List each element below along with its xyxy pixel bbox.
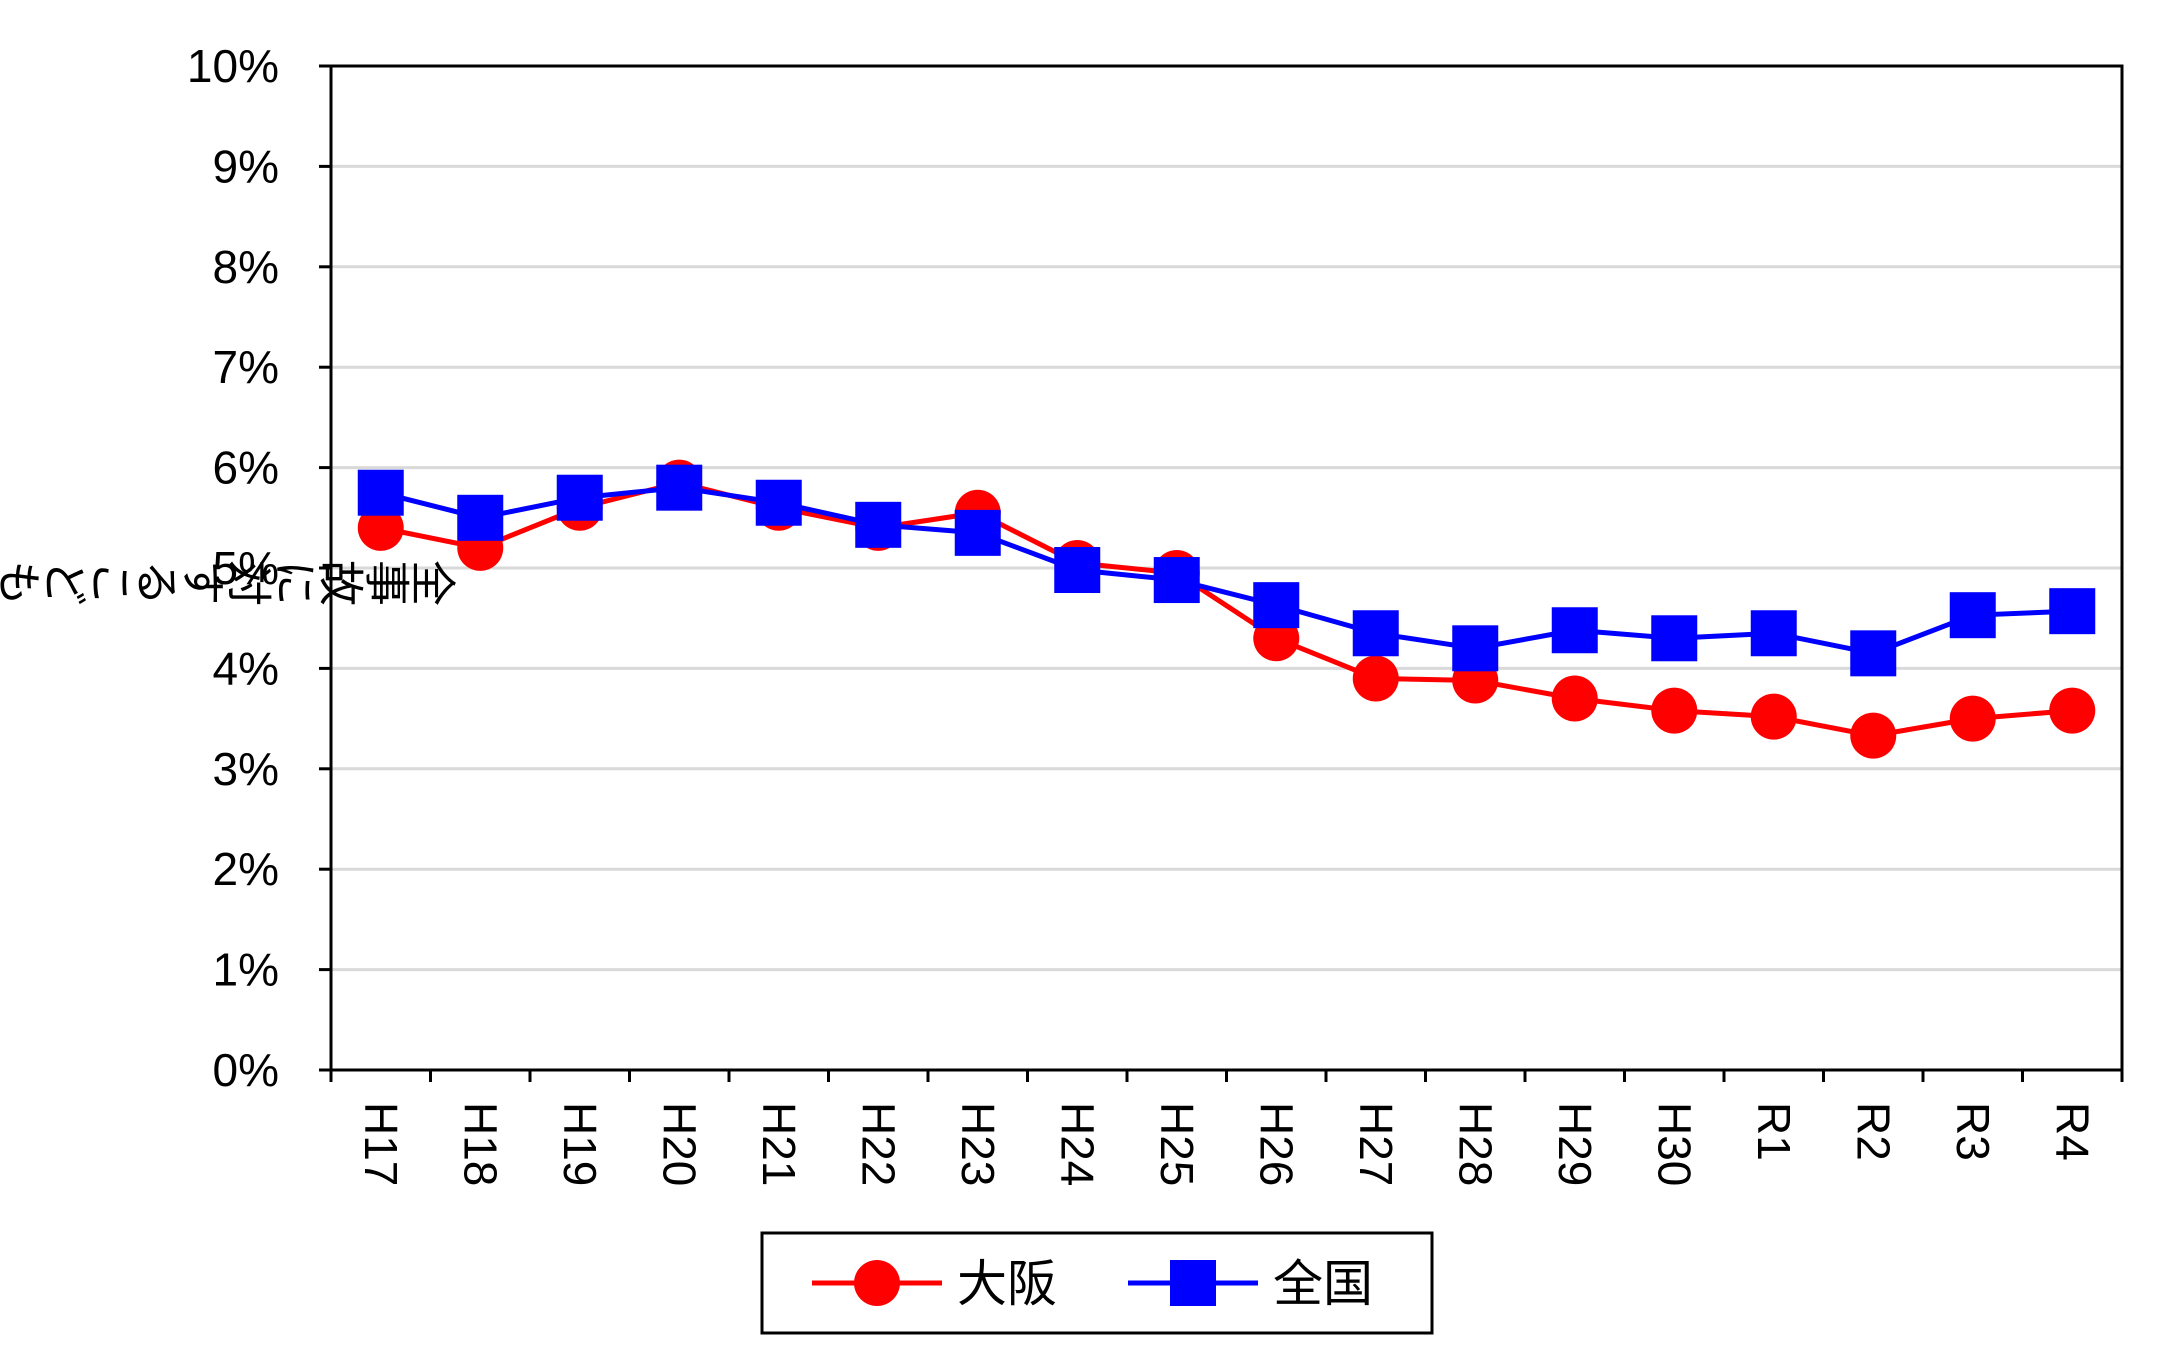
x-tick-label: H26 [1250,1102,1302,1186]
y-tick-label: 4% [213,642,279,694]
x-axis: H17 H18 H19 H20 H21 H22 H23 H24 H25 H26 H27 H28 H29 H… [329,1070,2124,1186]
x-tick-label: H28 [1449,1102,1501,1186]
y-tick-label: 0% [213,1044,279,1096]
data-point [1651,687,1698,734]
x-tick-label: H20 [653,1102,705,1186]
data-point [1551,607,1598,654]
gridlines [331,164,2122,972]
data-point [2049,588,2096,635]
data-point [1253,582,1300,629]
data-point [1054,547,1101,594]
data-point [1352,610,1399,657]
x-tick-label: H30 [1648,1102,1700,1186]
y-tick-label: 3% [213,743,279,795]
x-tick-label: R1 [1748,1102,1800,1161]
data-point [1153,557,1200,604]
y-tick-label: 1% [213,944,279,996]
data-point [357,469,404,516]
x-tick-label: R3 [1947,1102,1999,1161]
data-point [1551,675,1598,722]
x-tick-label: H22 [852,1102,904,1186]
data-point [556,474,603,521]
data-point [855,501,902,548]
x-tick-label: H21 [753,1102,805,1186]
x-tick-label: H18 [454,1102,506,1186]
data-point [1850,712,1897,759]
data-point [1651,615,1698,662]
y-axis-label: 全事故に対するこども事故割合 [0,554,457,606]
y-tick-label: 10% [187,40,279,92]
data-point [457,494,504,541]
series-1 [357,459,2096,759]
legend-entry: 全国 [1128,1256,1373,1312]
legend-label: 大阪 [957,1256,1057,1312]
x-tick-label: H24 [1051,1102,1103,1186]
y-tick-label: 8% [213,241,279,293]
series-group [357,459,2096,759]
x-tick-label: H19 [554,1102,606,1186]
x-tick-label: R4 [2046,1102,2098,1161]
y-axis: 0% 1% 2% 3% 4% 5% 6% 7% 8% 9% 10% [187,40,331,1096]
data-point [357,504,404,551]
y-tick-label: 5% [213,542,279,594]
x-tick-label: H27 [1350,1102,1402,1186]
data-point [1452,625,1499,672]
x-tick-label: H17 [355,1102,407,1186]
series-2 [357,464,2096,677]
data-point [755,479,802,526]
y-tick-label: 2% [213,843,279,895]
legend: 大阪 全国 [760,1231,1434,1335]
legend-label: 全国 [1273,1256,1373,1312]
series-line [380,485,2073,656]
data-point [2049,687,2096,734]
y-tick-label: 7% [213,341,279,393]
data-point [1352,655,1399,702]
series-line [380,480,2073,739]
legend-marker [1170,1260,1216,1306]
x-tick-label: H25 [1151,1102,1203,1186]
data-point [1750,610,1797,657]
x-tick-label: H23 [952,1102,1004,1186]
legend-entry: 大阪 [812,1256,1057,1312]
data-point [1949,695,1996,742]
x-tick-label: H29 [1549,1102,1601,1186]
y-tick-label: 6% [213,442,279,494]
data-point [1750,693,1797,740]
data-point [954,509,1001,556]
y-tick-label: 9% [213,140,279,192]
data-point [656,464,703,511]
data-point [1949,592,1996,639]
data-point [1850,630,1897,677]
legend-marker [854,1260,900,1306]
x-tick-label: R2 [1847,1102,1899,1161]
